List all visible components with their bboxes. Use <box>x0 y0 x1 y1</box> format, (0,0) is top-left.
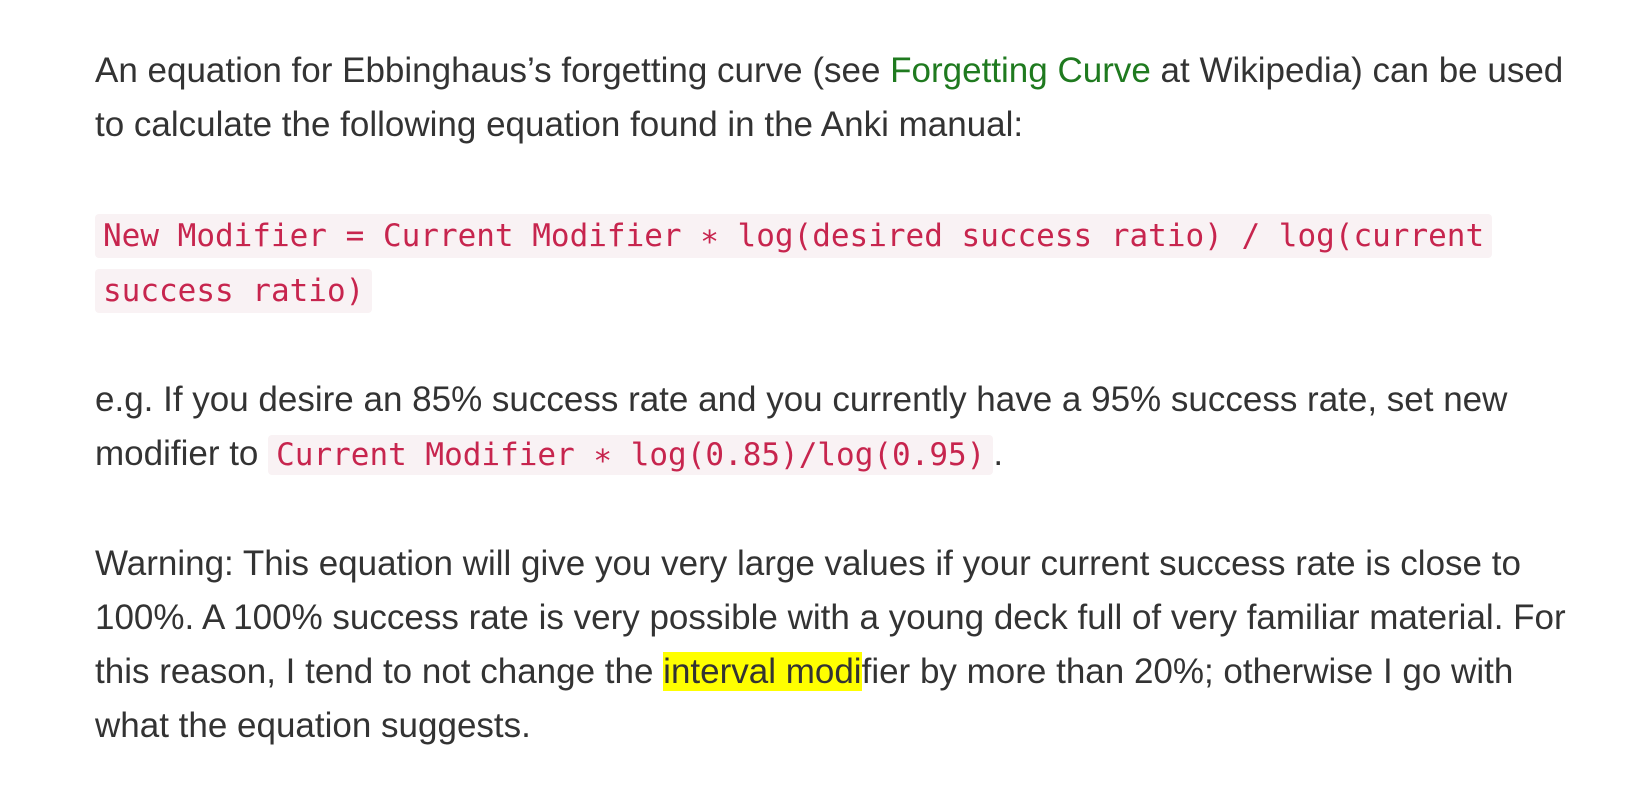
example-period: . <box>993 434 1004 473</box>
intro-text-after-link: at Wikipedia) can be used to calculate t… <box>95 51 1564 144</box>
example-paragraph: e.g. If you desire an 85% success rate a… <box>95 373 1595 482</box>
forgetting-curve-link[interactable]: Forgetting Curve <box>890 51 1151 90</box>
example-formula-code: Current Modifier ∗ log(0.85)/log(0.95) <box>268 435 994 475</box>
intro-text-before-link: An equation for Ebbinghaus’s forgetting … <box>95 51 891 90</box>
intro-paragraph: An equation for Ebbinghaus’s forgetting … <box>95 44 1595 152</box>
formula-paragraph: New Modifier = Current Modifier ∗ log(de… <box>95 208 1595 318</box>
modifier-formula-code: New Modifier = Current Modifier ∗ log(de… <box>95 214 1493 313</box>
example-text: e.g. If you desire an 85% success rate a… <box>95 380 1508 473</box>
warning-paragraph: Warning: This equation will give you ver… <box>95 537 1595 753</box>
warning-text-after: fier by more than 20%; otherwise I go wi… <box>95 652 1514 745</box>
search-highlight: interval modi <box>663 652 862 691</box>
article-body: An equation for Ebbinghaus’s forgetting … <box>95 44 1595 753</box>
warning-text-before: Warning: This equation will give you ver… <box>95 544 1566 691</box>
